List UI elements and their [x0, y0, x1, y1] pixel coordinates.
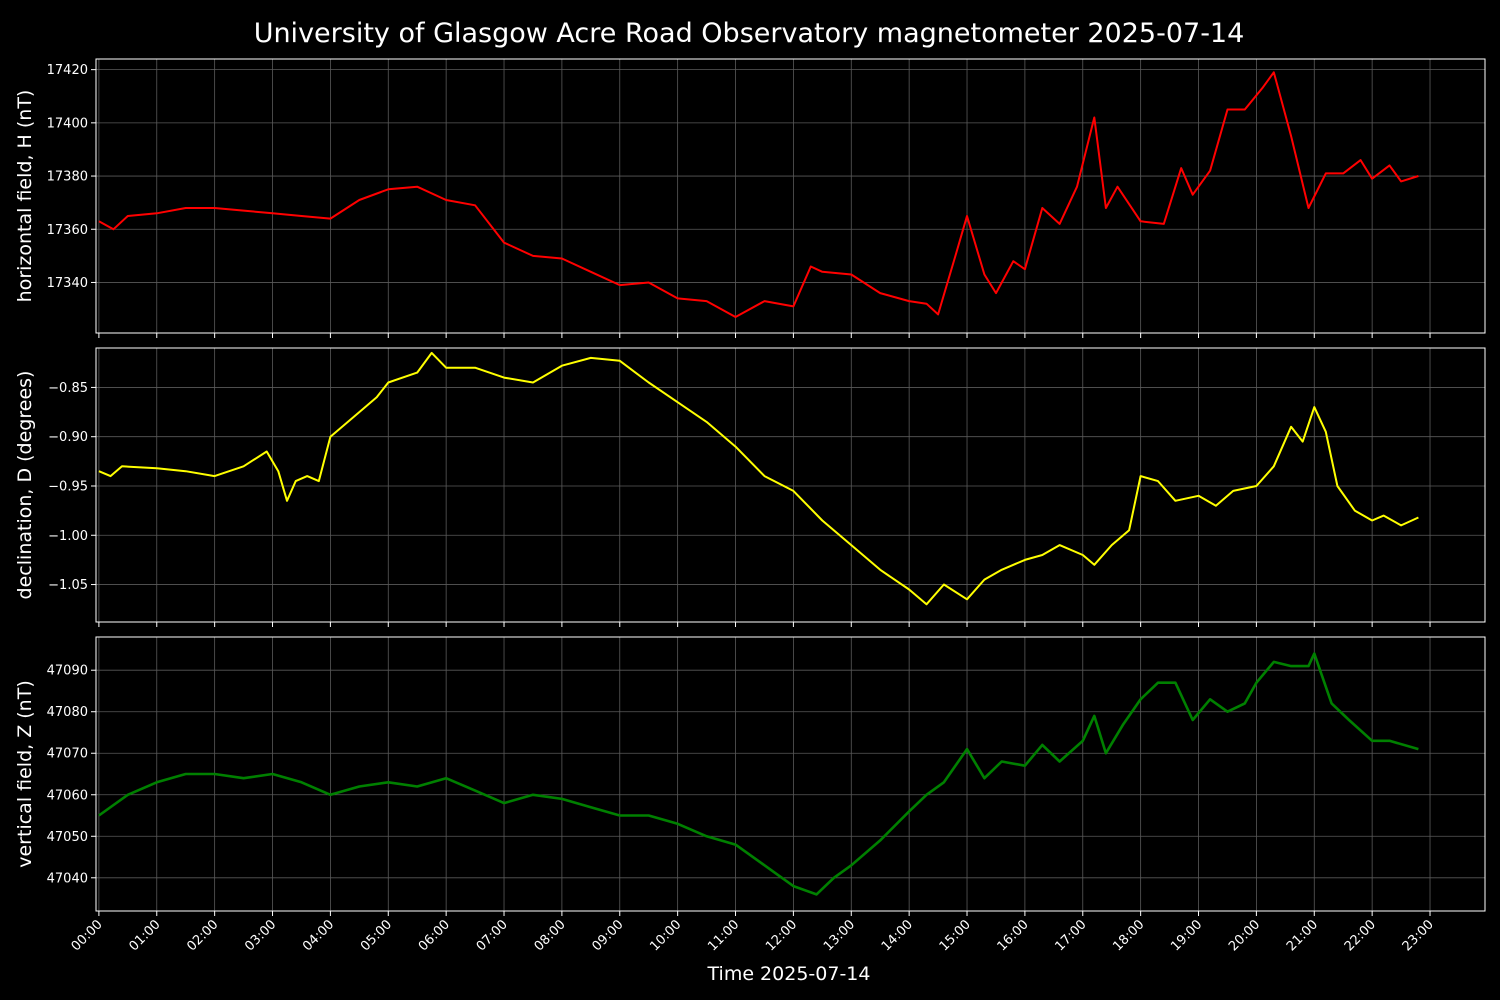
plot-frame — [95, 58, 1486, 334]
plot-area — [96, 59, 1485, 333]
y-tick-label: −0.90 — [48, 430, 88, 445]
x-tick-label: 13:00 — [821, 917, 858, 954]
x-tick-label: 02:00 — [184, 917, 221, 954]
chart-title: University of Glasgow Acre Road Observat… — [254, 18, 1245, 49]
series-line — [98, 652, 1419, 896]
plot-frame — [95, 347, 1486, 623]
y-tick-label: −1.00 — [48, 529, 88, 544]
x-tick-label: 18:00 — [1110, 917, 1147, 954]
x-tick-label: 07:00 — [474, 917, 511, 954]
plot-frame — [95, 636, 1486, 912]
x-tick-label: 06:00 — [416, 917, 453, 954]
y-tick-label: −1.05 — [48, 578, 88, 593]
x-tick-label: 04:00 — [300, 917, 337, 954]
x-tick-label: 05:00 — [358, 917, 395, 954]
x-tick-label: 09:00 — [589, 917, 626, 954]
x-tick-label: 08:00 — [532, 917, 569, 954]
y-tick-label: 47070 — [47, 747, 88, 762]
x-tick-label: 14:00 — [879, 917, 916, 954]
x-tick-label: 21:00 — [1284, 917, 1321, 954]
plot-area — [96, 637, 1485, 911]
x-axis-label: Time 2025-07-14 — [707, 963, 871, 985]
y-tick-label: 17400 — [47, 116, 88, 131]
y-tick-label: 17420 — [47, 63, 88, 78]
x-tick-label: 17:00 — [1052, 917, 1089, 954]
series-line — [98, 71, 1419, 318]
x-tick-label: 23:00 — [1400, 917, 1437, 954]
y-tick-label: 47090 — [47, 664, 88, 679]
x-tick-label: 22:00 — [1342, 917, 1379, 954]
y-tick-label: 47080 — [47, 705, 88, 720]
panel-3: 47040 47050 47060 47070 47080 47090 vertical f… — [14, 636, 1486, 916]
x-tick-label: 11:00 — [705, 917, 742, 954]
x-tick-label: 00:00 — [69, 917, 106, 954]
series-line — [98, 351, 1419, 606]
x-tick-label: 03:00 — [242, 917, 279, 954]
x-tick-label: 10:00 — [647, 917, 684, 954]
panel-1: 17340 17360 17380 17400 17420 horizontal fiel… — [14, 58, 1486, 338]
y-tick-label: −0.85 — [48, 381, 88, 396]
x-tick-label: 20:00 — [1226, 917, 1263, 954]
panel-2: −1.05 −1.00 −0.95 −0.90 −0.85 declination, D … — [14, 347, 1486, 627]
plot-area — [96, 348, 1485, 622]
x-tick-label: 12:00 — [763, 917, 800, 954]
x-tick-label: 16:00 — [995, 917, 1032, 954]
y-tick-label: 17340 — [47, 276, 88, 291]
y-tick-label: 47060 — [47, 788, 88, 803]
y-tick-label: 47040 — [47, 871, 88, 886]
y-axis-label: declination, D (degrees) — [14, 371, 36, 600]
y-tick-label: 17380 — [47, 170, 88, 185]
y-axis-label: horizontal field, H (nT) — [14, 90, 36, 303]
x-tick-label: 01:00 — [126, 917, 163, 954]
y-tick-label: 17360 — [47, 223, 88, 238]
y-axis-label: vertical field, Z (nT) — [14, 680, 36, 868]
x-tick-label: 15:00 — [937, 917, 974, 954]
x-tick-label: 19:00 — [1168, 917, 1205, 954]
y-tick-label: −0.95 — [48, 479, 88, 494]
y-tick-label: 47050 — [47, 830, 88, 845]
